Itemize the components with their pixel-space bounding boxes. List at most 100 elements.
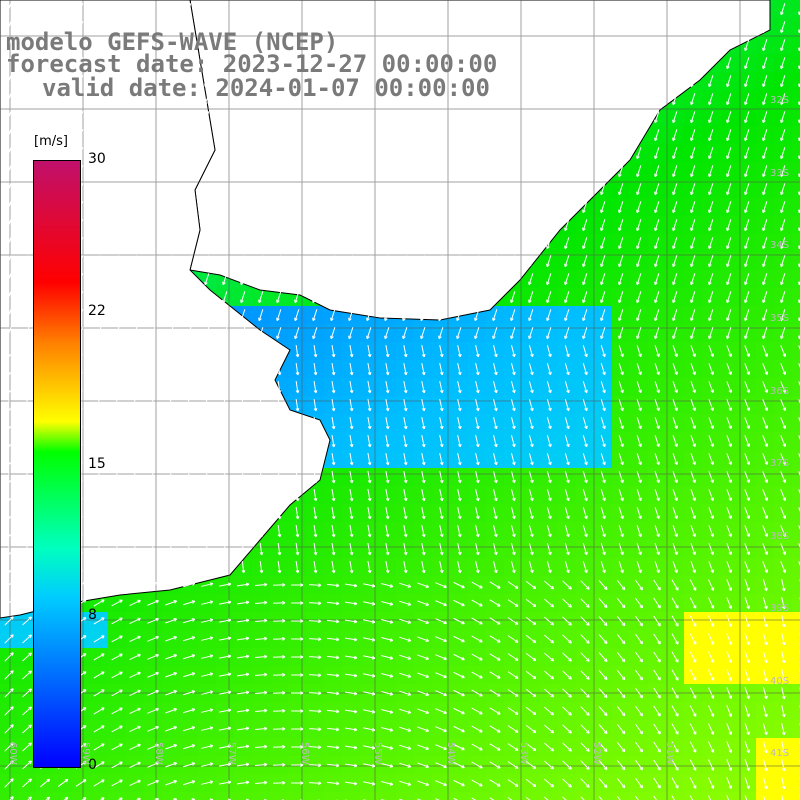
wind-arrow-head xyxy=(550,389,552,393)
wind-cell xyxy=(792,702,800,720)
wind-cell xyxy=(18,792,36,800)
wind-arrow-head xyxy=(658,389,660,393)
wind-cell xyxy=(198,792,216,800)
wind-cell xyxy=(504,792,522,800)
wind-cell xyxy=(792,414,800,432)
wind-cell xyxy=(792,342,800,360)
wind-cell xyxy=(792,234,800,252)
wind-arrow-head xyxy=(568,353,570,357)
wind-cell xyxy=(648,792,666,800)
wind-cell xyxy=(72,792,90,800)
wind-cell xyxy=(666,792,684,800)
wind-cell xyxy=(792,738,800,756)
wind-arrow-head xyxy=(658,371,660,375)
wind-cell xyxy=(252,792,270,800)
wind-cell xyxy=(792,180,800,198)
wind-cell xyxy=(792,216,800,234)
wind-cell xyxy=(792,720,800,738)
wind-cell xyxy=(54,792,72,800)
wind-cell xyxy=(342,792,360,800)
wind-cell xyxy=(306,792,324,800)
wind-arrow-head xyxy=(532,371,534,375)
wind-cell xyxy=(792,252,800,270)
wind-arrow-head xyxy=(640,389,642,393)
wind-cell xyxy=(792,18,800,36)
wind-cell xyxy=(792,504,800,522)
wind-arrow-head xyxy=(622,353,624,357)
wind-cell xyxy=(792,198,800,216)
wind-cell xyxy=(792,144,800,162)
wind-cell xyxy=(792,360,800,378)
wind-arrow-head xyxy=(622,389,624,393)
wind-cell xyxy=(594,792,612,800)
wind-cell xyxy=(522,792,540,800)
wind-arrow-head xyxy=(622,371,624,375)
wind-cell xyxy=(792,468,800,486)
wind-cell xyxy=(756,792,774,800)
wind-arrow-head xyxy=(604,389,606,393)
wind-cell xyxy=(576,792,594,800)
wind-cell xyxy=(792,612,800,630)
wind-cell xyxy=(738,792,756,800)
wind-cell xyxy=(792,594,800,612)
wind-cell xyxy=(180,792,198,800)
wind-cell xyxy=(792,0,800,18)
wind-cell xyxy=(558,792,576,800)
wind-cell xyxy=(792,270,800,288)
wind-cell xyxy=(234,792,252,800)
wind-arrow-head xyxy=(532,389,534,393)
wind-cell xyxy=(792,36,800,54)
wind-arrow-head xyxy=(550,353,552,357)
wind-cell xyxy=(36,792,54,800)
wind-arrow-head xyxy=(604,353,606,357)
wind-cell xyxy=(792,756,800,774)
wind-cell xyxy=(324,792,342,800)
wind-arrow-head xyxy=(568,371,570,375)
wind-cell xyxy=(414,792,432,800)
wind-arrow-head xyxy=(640,371,642,375)
wind-arrow-head xyxy=(658,353,660,357)
wind-cell xyxy=(162,792,180,800)
wind-arrow-head xyxy=(550,371,552,375)
wind-cell xyxy=(792,486,800,504)
wind-cell xyxy=(792,306,800,324)
wind-cell xyxy=(792,648,800,666)
wind-arrow xyxy=(98,344,100,358)
wind-cell xyxy=(792,450,800,468)
wind-cell xyxy=(792,558,800,576)
wind-cell xyxy=(144,792,162,800)
wind-cell xyxy=(126,792,144,800)
wind-cell xyxy=(792,324,800,342)
wind-cell xyxy=(90,792,108,800)
wind-cell xyxy=(792,72,800,90)
wind-cell xyxy=(108,792,126,800)
wind-cell xyxy=(792,126,800,144)
wind-cell xyxy=(432,792,450,800)
wind-cell xyxy=(486,792,504,800)
wind-cell xyxy=(702,792,720,800)
wind-arrow xyxy=(98,380,100,394)
wind-cell xyxy=(540,792,558,800)
wind-arrow-head xyxy=(532,353,534,357)
wind-cell xyxy=(792,162,800,180)
wind-cell xyxy=(792,54,800,72)
wind-arrow-head xyxy=(586,371,588,375)
wind-cell xyxy=(792,108,800,126)
wind-cell xyxy=(720,792,738,800)
wind-cell xyxy=(792,666,800,684)
wind-cell xyxy=(792,90,800,108)
wind-cell xyxy=(792,378,800,396)
wind-cell xyxy=(792,432,800,450)
wind-cell xyxy=(378,792,396,800)
wind-cell xyxy=(630,792,648,800)
wind-arrow-head xyxy=(568,389,570,393)
wind-cell xyxy=(468,792,486,800)
wind-cell xyxy=(792,288,800,306)
wind-cell xyxy=(612,792,630,800)
wind-arrow-head xyxy=(586,353,588,357)
wind-cell xyxy=(792,576,800,594)
wind-cell xyxy=(792,774,800,792)
wind-cell xyxy=(792,522,800,540)
wind-arrow-head xyxy=(586,389,588,393)
